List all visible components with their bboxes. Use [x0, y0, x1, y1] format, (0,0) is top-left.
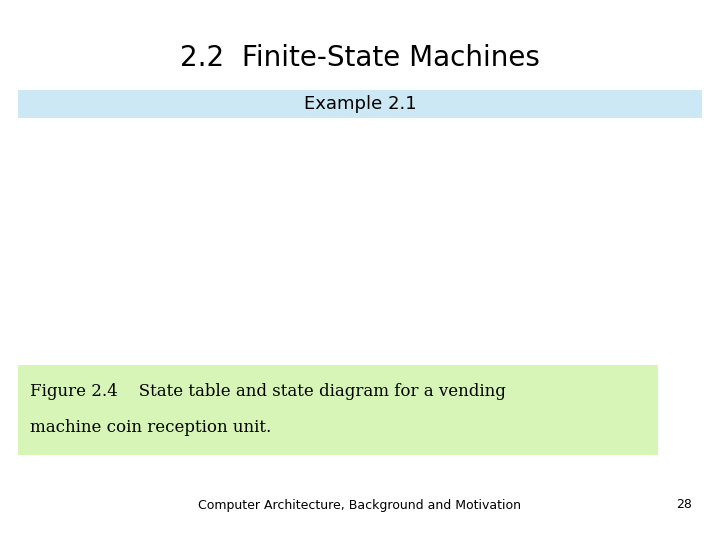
- Bar: [18, 90, 702, 118]
- Text: machine coin reception unit.: machine coin reception unit.: [30, 420, 271, 436]
- Text: Computer Architecture, Background and Motivation: Computer Architecture, Background and Mo…: [199, 498, 521, 511]
- Text: 28: 28: [676, 498, 692, 511]
- Bar: [18, 365, 658, 455]
- Text: Example 2.1: Example 2.1: [304, 95, 416, 113]
- Text: Figure 2.4    State table and state diagram for a vending: Figure 2.4 State table and state diagram…: [30, 383, 506, 401]
- Text: 2.2  Finite-State Machines: 2.2 Finite-State Machines: [180, 44, 540, 72]
